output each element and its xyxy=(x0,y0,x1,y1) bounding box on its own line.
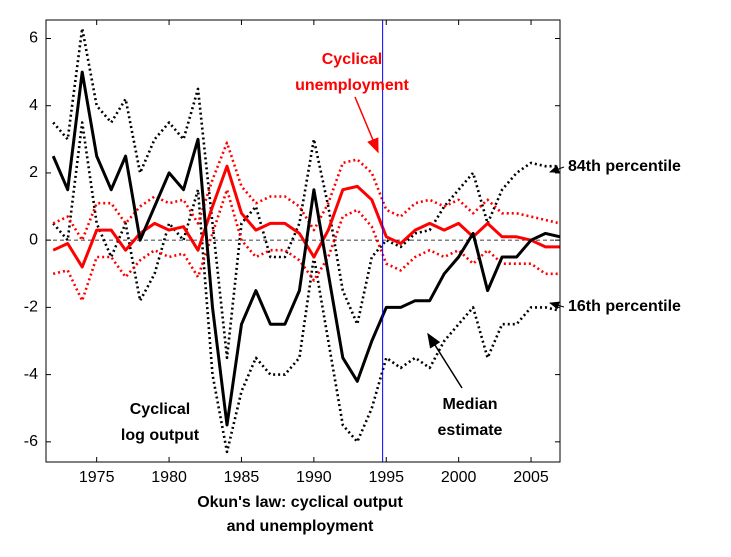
arrow xyxy=(549,301,565,310)
arrow xyxy=(354,96,379,154)
annotation: 84th percentile xyxy=(568,158,681,175)
y-tick-label: -2 xyxy=(24,299,38,316)
plot-layer xyxy=(46,27,560,454)
series-line xyxy=(51,70,560,427)
x-tick-label: 2005 xyxy=(513,469,549,486)
axes-frame xyxy=(45,19,561,463)
annotation: Cyclical xyxy=(130,401,190,418)
x-tick-label: 1975 xyxy=(79,469,115,486)
x-axis-label: Okun's law: cyclical output xyxy=(197,494,403,511)
y-tick-label: -6 xyxy=(24,433,38,450)
x-tick-label: 2000 xyxy=(441,469,477,486)
x-tick-label: 1985 xyxy=(224,469,260,486)
annotation: log output xyxy=(121,427,200,444)
annotation: Median xyxy=(442,396,497,413)
x-tick-label: 1990 xyxy=(296,469,332,486)
y-tick-label: 6 xyxy=(29,30,38,47)
arrow xyxy=(427,332,463,389)
annotation: estimate xyxy=(438,422,503,439)
y-tick-label: 2 xyxy=(29,164,38,181)
annotation: unemployment xyxy=(295,77,409,94)
annotation: Cyclical xyxy=(322,51,382,68)
series-line xyxy=(52,27,560,360)
x-tick-label: 1995 xyxy=(368,469,404,486)
x-tick-label: 1980 xyxy=(151,469,187,486)
y-tick-label: -4 xyxy=(24,366,38,383)
series-line xyxy=(52,141,560,242)
x-axis-label: and unemployment xyxy=(227,518,374,535)
series-line xyxy=(52,121,560,454)
annotation: 16th percentile xyxy=(568,298,681,315)
y-tick-label: 0 xyxy=(29,231,38,248)
series-line xyxy=(52,188,560,302)
y-tick-label: 4 xyxy=(29,97,38,114)
arrow xyxy=(549,165,565,173)
